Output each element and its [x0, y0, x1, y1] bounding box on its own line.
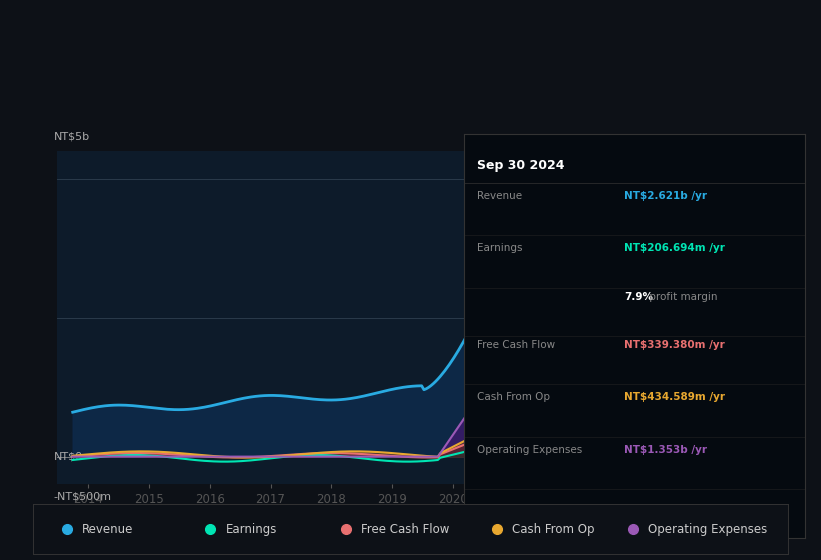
- Text: profit margin: profit margin: [646, 292, 718, 302]
- Text: NT$0: NT$0: [54, 451, 83, 461]
- Text: Revenue: Revenue: [478, 191, 523, 201]
- Text: Revenue: Revenue: [82, 522, 133, 536]
- Text: Earnings: Earnings: [226, 522, 277, 536]
- Text: Free Cash Flow: Free Cash Flow: [361, 522, 450, 536]
- Text: NT$5b: NT$5b: [54, 131, 90, 141]
- Text: NT$339.380m /yr: NT$339.380m /yr: [624, 340, 725, 350]
- Text: NT$206.694m /yr: NT$206.694m /yr: [624, 243, 725, 253]
- Text: Sep 30 2024: Sep 30 2024: [478, 158, 565, 171]
- Text: NT$2.621b /yr: NT$2.621b /yr: [624, 191, 707, 201]
- Text: 7.9%: 7.9%: [624, 292, 653, 302]
- Text: -NT$500m: -NT$500m: [54, 491, 112, 501]
- Text: Operating Expenses: Operating Expenses: [478, 445, 583, 455]
- Text: Cash From Op: Cash From Op: [478, 393, 551, 403]
- Text: Earnings: Earnings: [478, 243, 523, 253]
- Text: Operating Expenses: Operating Expenses: [649, 522, 768, 536]
- Text: NT$1.353b /yr: NT$1.353b /yr: [624, 445, 707, 455]
- Text: Free Cash Flow: Free Cash Flow: [478, 340, 556, 350]
- Text: Cash From Op: Cash From Op: [512, 522, 595, 536]
- Text: NT$434.589m /yr: NT$434.589m /yr: [624, 393, 725, 403]
